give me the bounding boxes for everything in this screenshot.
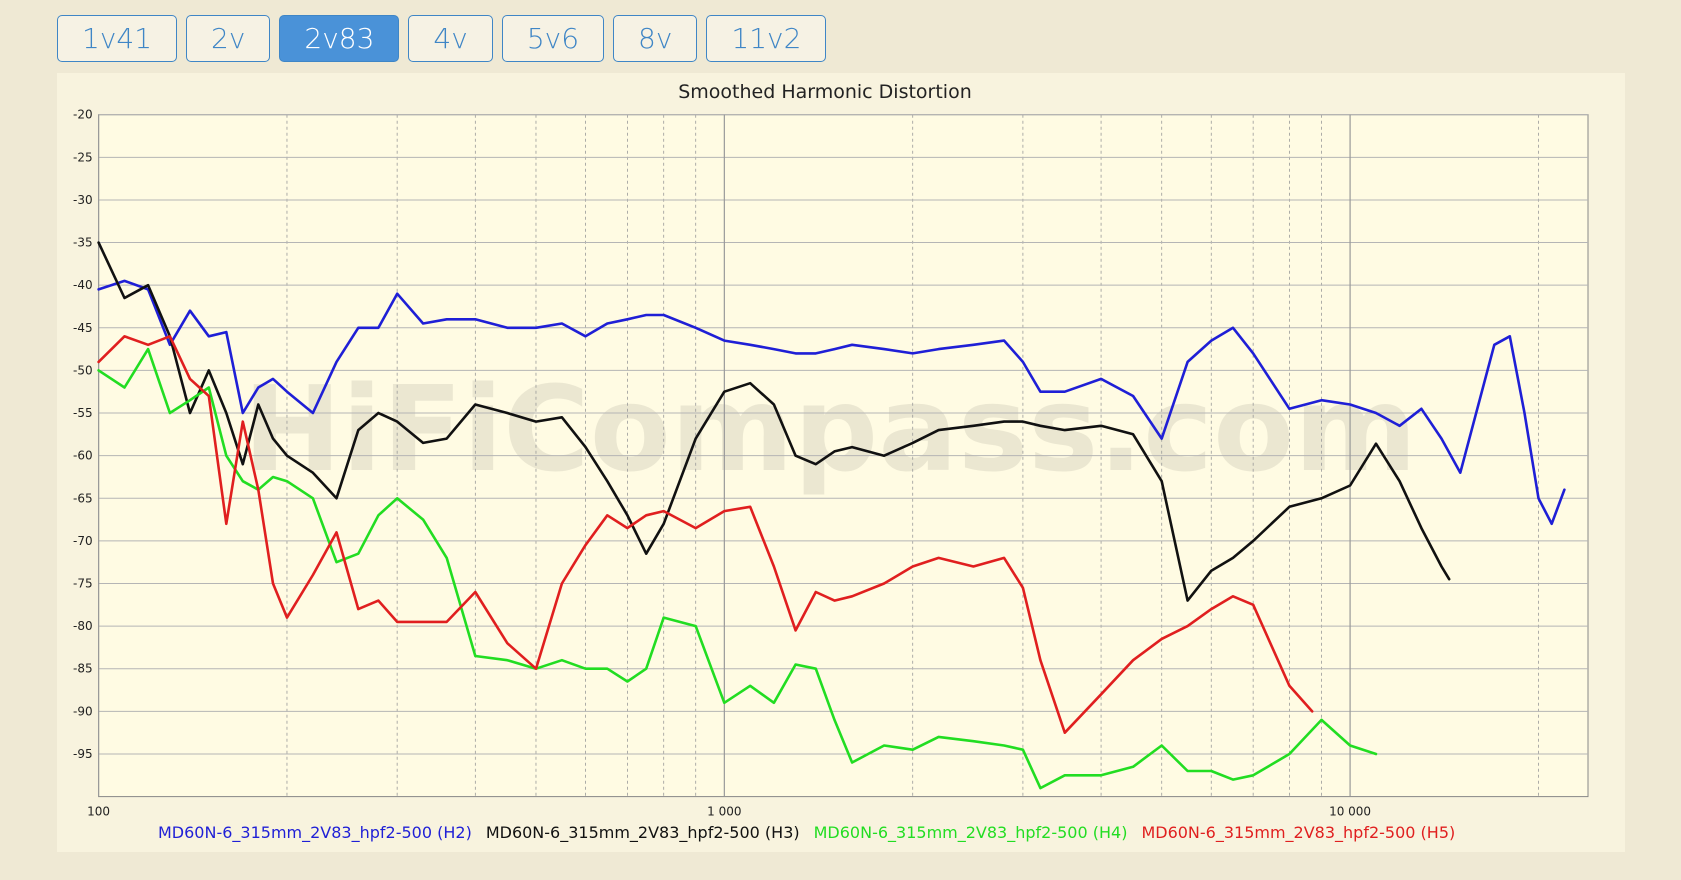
y-tick-label: -95: [73, 747, 93, 761]
legend-entry: MD60N-6_315mm_2V83_hpf2-500 (H2): [158, 823, 472, 843]
tab[interactable]: 1v41: [57, 15, 178, 62]
y-tick-label: -90: [73, 704, 93, 718]
y-tick-label: -70: [73, 534, 93, 548]
y-tick-label: -85: [73, 662, 93, 676]
x-tick-label: 1 000: [707, 805, 741, 819]
tab[interactable]: 2v83: [279, 15, 400, 62]
series-line: [97, 347, 1378, 790]
series-line: [97, 279, 1566, 526]
legend-entry: MD60N-6_315mm_2V83_hpf2-500 (H3): [486, 823, 800, 843]
watermark: HiFiCompass.com: [243, 360, 1417, 498]
tab[interactable]: 4v: [408, 15, 493, 62]
legend-entry: MD60N-6_315mm_2V83_hpf2-500 (H4): [814, 823, 1128, 843]
tab[interactable]: 2v: [186, 15, 271, 62]
y-tick-label: -30: [73, 193, 93, 207]
tab-bar: 1v41 2v 2v83 4v 5v6 8v 11v2: [57, 15, 827, 62]
y-tick-label: -45: [73, 321, 93, 335]
x-tick-label: 10 000: [1329, 805, 1371, 819]
tab[interactable]: 5v6: [501, 15, 605, 62]
series-line: [97, 335, 1314, 734]
y-tick-label: -35: [73, 236, 93, 250]
y-tick-label: -60: [73, 449, 93, 463]
y-tick-label: -50: [73, 363, 93, 377]
legend-entry: MD60N-6_315mm_2V83_hpf2-500 (H5): [1141, 823, 1455, 843]
y-tick-label: -25: [73, 150, 93, 164]
y-tick-label: -75: [73, 577, 93, 591]
y-tick-label: -80: [73, 619, 93, 633]
y-tick-label: -20: [73, 108, 93, 122]
y-tick-label: -55: [73, 406, 93, 420]
series-line: [97, 241, 1451, 602]
y-tick-label: -65: [73, 491, 93, 505]
x-tick-label: 100: [87, 805, 110, 819]
chart-title: Smoothed Harmonic Distortion: [678, 81, 972, 103]
y-tick-label: -40: [73, 278, 93, 292]
tab[interactable]: 8v: [613, 15, 698, 62]
tab[interactable]: 11v2: [706, 15, 827, 62]
